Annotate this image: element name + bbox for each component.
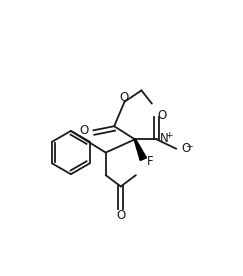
Text: N: N bbox=[160, 132, 169, 145]
Text: O: O bbox=[79, 124, 89, 137]
Text: O: O bbox=[157, 109, 167, 122]
Text: O: O bbox=[181, 142, 190, 155]
Text: O: O bbox=[119, 91, 128, 104]
Text: −: − bbox=[185, 141, 192, 150]
Text: O: O bbox=[116, 209, 125, 222]
Text: F: F bbox=[147, 155, 153, 168]
Text: +: + bbox=[165, 131, 173, 140]
Polygon shape bbox=[134, 139, 147, 160]
